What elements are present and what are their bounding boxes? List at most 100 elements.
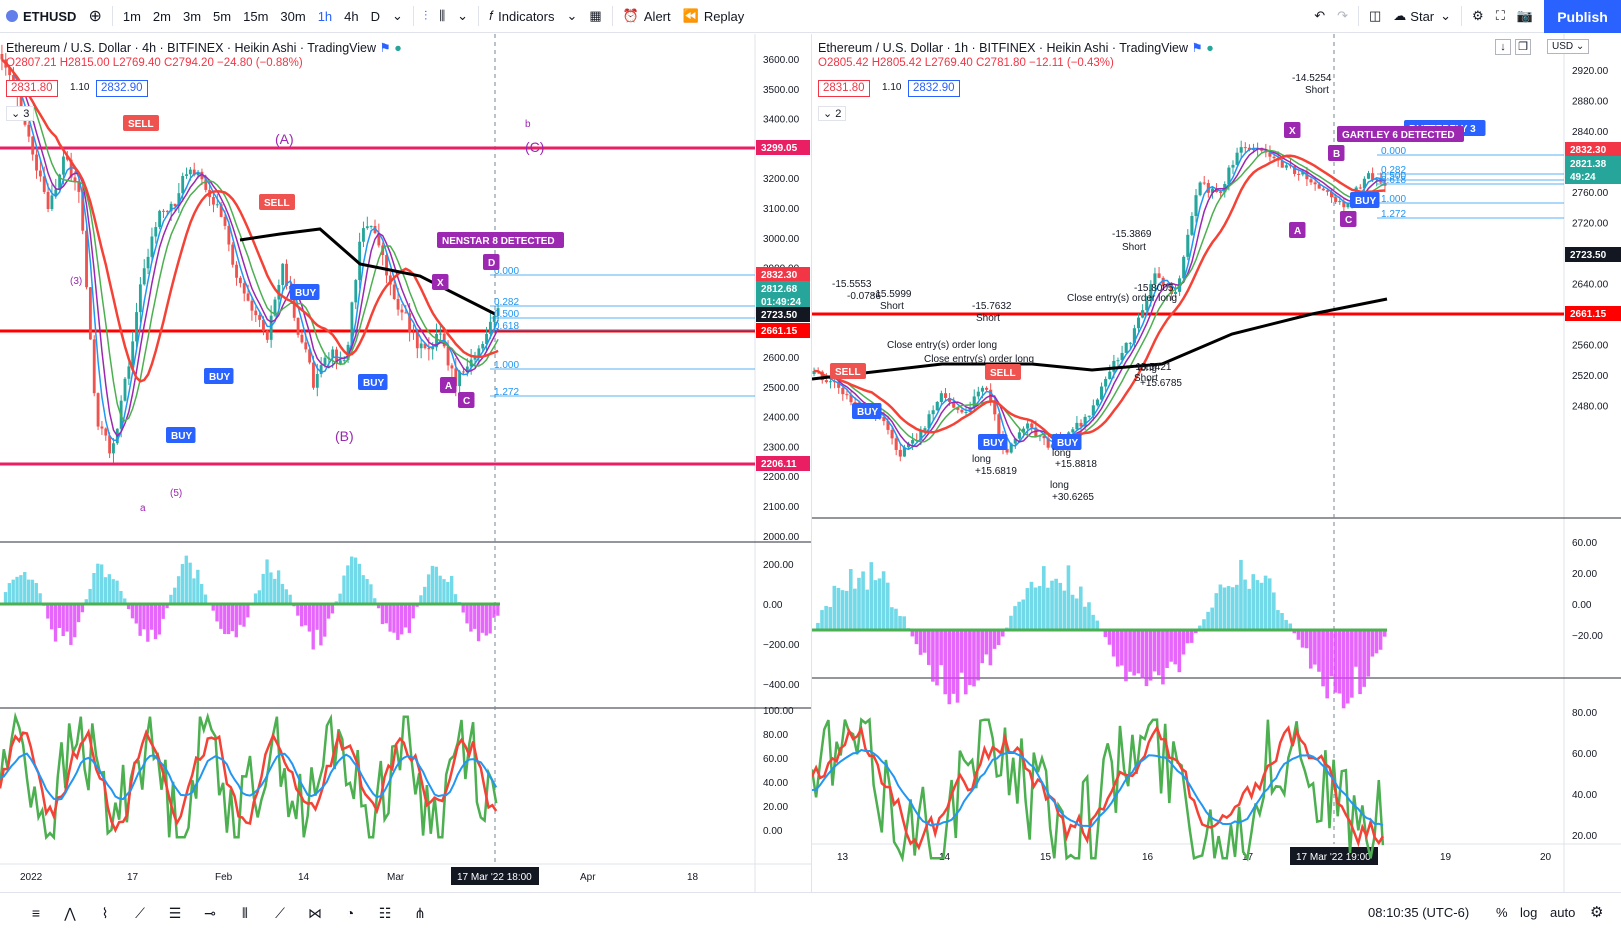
buy-signal-bg bbox=[166, 427, 196, 443]
histogram-bar bbox=[169, 594, 173, 604]
redo-icon[interactable]: ↷ bbox=[1337, 8, 1348, 23]
histogram-bar bbox=[342, 575, 346, 604]
collapse-down-icon[interactable]: ↓ bbox=[1495, 39, 1511, 55]
replay-button[interactable]: ⏪ Replay bbox=[677, 0, 751, 33]
candle-body bbox=[392, 284, 396, 300]
xabcd-pattern-icon[interactable]: ⋈ bbox=[308, 905, 322, 921]
candle-body bbox=[54, 189, 58, 196]
currency-selector[interactable]: USD ⌄ bbox=[1547, 39, 1590, 54]
candle-body bbox=[853, 402, 857, 404]
fullscreen-icon[interactable]: ⛶ bbox=[1495, 8, 1505, 23]
left-chart-canvas[interactable]: 3600.003500.003400.003300.003200.003100.… bbox=[0, 34, 811, 892]
bid-price-box[interactable]: 2831.80 bbox=[818, 80, 870, 97]
chevron-down-icon[interactable]: ⌄ bbox=[566, 8, 578, 23]
right-chart-pane[interactable]: 2920.002880.002840.002800.002760.002720.… bbox=[811, 34, 1621, 892]
interval-30m[interactable]: 30m bbox=[274, 0, 311, 33]
histogram-bar bbox=[215, 604, 219, 622]
candle-body bbox=[1046, 438, 1050, 448]
right-chart-canvas[interactable]: 2920.002880.002840.002800.002760.002720.… bbox=[812, 34, 1621, 892]
left-chart-pane[interactable]: 3600.003500.003400.003300.003200.003100.… bbox=[0, 34, 811, 892]
ask-price-box[interactable]: 2832.90 bbox=[908, 80, 960, 97]
settings-gear-icon[interactable]: ⚙ bbox=[1472, 8, 1484, 23]
horizontal-ray-icon[interactable]: ⊸ bbox=[204, 905, 216, 921]
histogram-bar bbox=[1292, 630, 1297, 634]
trade-annotation: Short bbox=[976, 313, 1000, 324]
candle-body bbox=[1371, 173, 1375, 181]
bars-pattern-icon[interactable]: ⫴ bbox=[242, 905, 248, 921]
histogram-bar bbox=[165, 604, 169, 609]
price-tag-label: 2723.50 bbox=[1570, 250, 1607, 261]
histogram-bar bbox=[984, 630, 989, 655]
interval-1h[interactable]: 1h bbox=[312, 0, 338, 33]
compare-plus-icon[interactable]: ⊕ bbox=[88, 8, 102, 25]
histogram-bar bbox=[947, 630, 952, 705]
clock-display[interactable]: 08:10:35 (UTC-6) bbox=[1368, 905, 1469, 920]
candle-body bbox=[828, 381, 833, 383]
settings-gear-icon[interactable]: ⚙ bbox=[1590, 904, 1604, 921]
candle-body bbox=[845, 394, 849, 396]
bid-price-box[interactable]: 2831.80 bbox=[6, 80, 58, 97]
cycle-lines-icon[interactable]: ◔ bbox=[345, 905, 355, 921]
maximize-pane-icon[interactable]: ❐ bbox=[1515, 39, 1531, 55]
flag-icon[interactable]: ⚑ bbox=[379, 41, 391, 55]
histogram-bar bbox=[230, 604, 235, 632]
trend-line-icon[interactable]: ⟋ bbox=[135, 905, 145, 921]
interval-1m[interactable]: 1m bbox=[117, 0, 147, 33]
buy-signal: BUY bbox=[209, 372, 230, 383]
studies-toggle[interactable]: ⌄ 2 bbox=[818, 106, 847, 121]
histogram-bar bbox=[1152, 630, 1157, 672]
camera-icon[interactable]: 📷 bbox=[1516, 8, 1533, 23]
candle-body bbox=[1375, 179, 1379, 181]
undo-icon[interactable]: ↶ bbox=[1314, 8, 1326, 23]
histogram-bar bbox=[1165, 630, 1169, 668]
percent-toggle[interactable]: % bbox=[1496, 905, 1508, 920]
interval-15m[interactable]: 15m bbox=[237, 0, 274, 33]
interval-4h[interactable]: 4h bbox=[338, 0, 364, 33]
crosshair-time-box bbox=[451, 867, 539, 885]
chevron-down-icon[interactable]: ⌄ bbox=[457, 8, 469, 23]
elliott-wave-icon[interactable]: ⌇ bbox=[101, 905, 109, 921]
time-tick-label: 19 bbox=[1440, 852, 1452, 863]
candle-body bbox=[150, 236, 154, 257]
pitchfork-icon[interactable]: ⋔ bbox=[414, 905, 426, 921]
histogram-bar bbox=[840, 590, 845, 630]
moving-average-line bbox=[814, 149, 1386, 443]
layout-name-button[interactable]: ☁ Star ⌄ bbox=[1387, 0, 1457, 33]
log-toggle[interactable]: log bbox=[1520, 905, 1537, 920]
candle-body bbox=[342, 359, 346, 361]
layout-icon[interactable]: ◫ bbox=[1369, 8, 1382, 23]
interval-d[interactable]: D bbox=[365, 0, 386, 33]
candle-body bbox=[142, 268, 146, 285]
ask-price-box[interactable]: 2832.90 bbox=[96, 80, 148, 97]
histogram-bar bbox=[253, 593, 258, 604]
price-tag bbox=[1565, 169, 1621, 184]
fib-channel-icon[interactable]: ☷ bbox=[378, 905, 392, 921]
alert-button[interactable]: ⏰ Alert bbox=[617, 0, 677, 33]
histogram-bar bbox=[350, 556, 354, 604]
fib-retracement-icon[interactable]: ☰ bbox=[168, 905, 182, 921]
histogram-bar bbox=[1382, 630, 1387, 637]
interval-2m[interactable]: 2m bbox=[147, 0, 177, 33]
line-tools-icon[interactable]: ≡ bbox=[31, 905, 41, 921]
candle-body bbox=[323, 357, 327, 366]
flag-icon[interactable]: ⚑ bbox=[1191, 41, 1203, 55]
auto-toggle[interactable]: auto bbox=[1550, 905, 1575, 920]
ask-value: 2832.90 bbox=[101, 82, 143, 94]
bar-style-icon[interactable]: ⫶ bbox=[423, 8, 428, 23]
interval-5m[interactable]: 5m bbox=[207, 0, 237, 33]
histogram-bar bbox=[1042, 566, 1046, 630]
chevron-down-icon[interactable]: ⌄ bbox=[392, 8, 403, 23]
ray-icon[interactable]: ⟋ bbox=[275, 905, 285, 921]
histogram-bar bbox=[1288, 623, 1293, 630]
indicators-button[interactable]: 𝑓 Indicators bbox=[483, 0, 560, 33]
pattern-point-c-bg bbox=[458, 392, 475, 408]
pattern-tools-icon[interactable]: ⋀ bbox=[64, 905, 76, 921]
candle-style-icon[interactable]: ⫼ bbox=[439, 8, 446, 23]
price-tag-label: 2661.15 bbox=[1570, 309, 1607, 320]
templates-grid-icon[interactable]: ▦ bbox=[589, 8, 602, 23]
symbol-search[interactable]: ETHUSD bbox=[0, 0, 82, 33]
interval-3m[interactable]: 3m bbox=[177, 0, 207, 33]
publish-button[interactable]: Publish bbox=[1544, 0, 1621, 33]
studies-toggle[interactable]: ⌄ 3 bbox=[6, 106, 35, 121]
